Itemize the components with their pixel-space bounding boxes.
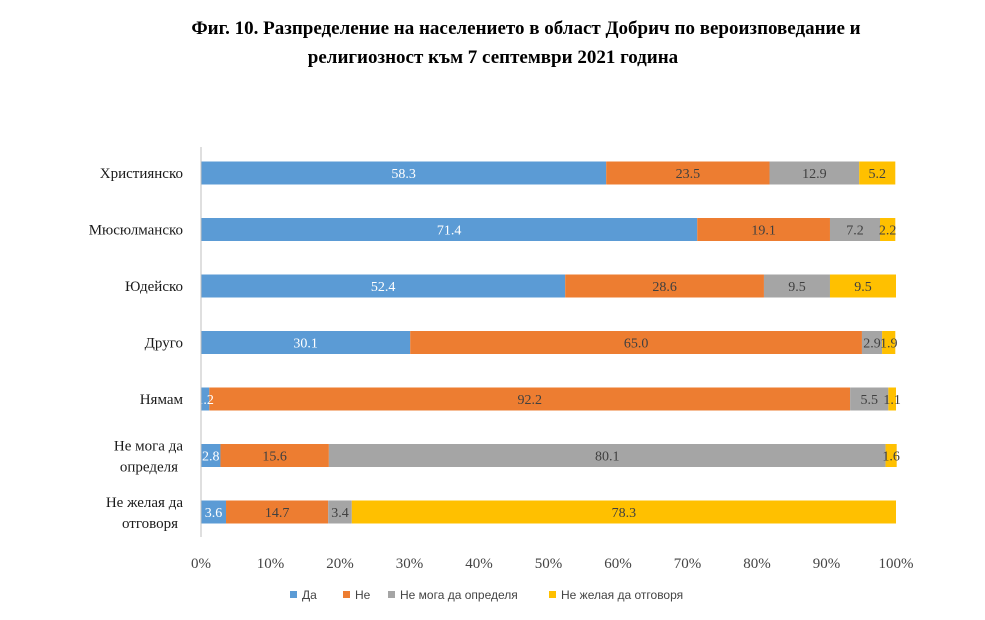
bar-segment bbox=[885, 444, 897, 467]
y-axis: Християнско Мюсюлманско Юдейско Друго Нямам Н… bbox=[89, 147, 202, 537]
bar-segment bbox=[201, 218, 698, 241]
bar-segment bbox=[328, 444, 886, 467]
data-label: 9.5 bbox=[788, 280, 806, 295]
data-label: 28.6 bbox=[652, 280, 677, 295]
x-tick-label: 90% bbox=[813, 556, 841, 572]
category-label: определя bbox=[120, 460, 178, 476]
bar-segment bbox=[859, 161, 896, 185]
chart-title: Фиг. 10. Разпределение на населението в … bbox=[191, 18, 860, 68]
data-label: 78.3 bbox=[612, 506, 637, 521]
data-label: 92.2 bbox=[517, 393, 542, 408]
legend-label: Да bbox=[302, 588, 317, 602]
legend: Да Не Не мога да определя Не желая да отгов… bbox=[290, 588, 683, 602]
x-tick-label: 60% bbox=[604, 556, 632, 572]
category-label: Християнско bbox=[100, 166, 183, 182]
data-label: 65.0 bbox=[624, 337, 649, 352]
data-label: 5.5 bbox=[860, 393, 878, 408]
legend-swatch bbox=[343, 591, 350, 598]
data-label: 7.2 bbox=[846, 224, 864, 239]
data-label: 3.4 bbox=[331, 506, 349, 521]
legend-label: Не мога да определя bbox=[400, 588, 518, 602]
data-label: 23.5 bbox=[676, 167, 701, 182]
chart-title-line: религиозност към 7 септември 2021 година bbox=[308, 47, 679, 68]
bar-segment bbox=[201, 387, 210, 411]
x-tick-label: 0% bbox=[191, 556, 211, 572]
plot-area: 58.3 23.5 12.9 5.2 71.4 19.1 7.2 2.2 52.4 28.6 9.5… bbox=[196, 161, 901, 524]
data-label: 52.4 bbox=[371, 280, 396, 295]
x-tick-label: 20% bbox=[326, 556, 354, 572]
bar-segment bbox=[220, 444, 329, 467]
x-tick-label: 50% bbox=[535, 556, 563, 572]
data-label: 12.9 bbox=[802, 167, 827, 182]
x-tick-label: 70% bbox=[674, 556, 702, 572]
bar-segment bbox=[201, 500, 227, 524]
legend-label: Не bbox=[355, 588, 371, 602]
bar-segment bbox=[880, 218, 896, 241]
legend-label: Не желая да отговоря bbox=[561, 588, 683, 602]
data-label: 1.9 bbox=[880, 337, 898, 352]
bar-segment bbox=[328, 500, 352, 524]
legend-swatch bbox=[549, 591, 556, 598]
bar-segment bbox=[829, 218, 881, 241]
data-label: 2.2 bbox=[879, 224, 897, 239]
data-label: 2.8 bbox=[202, 450, 220, 465]
bar-segment bbox=[410, 331, 862, 354]
data-label: 14.7 bbox=[265, 506, 290, 521]
bar-segment bbox=[201, 444, 221, 467]
category-label: Друго bbox=[145, 336, 183, 352]
x-axis: 0% 10% 20% 30% 40% 50% 60% 70% 80% 90% 100% bbox=[191, 556, 914, 572]
bar-segment bbox=[850, 387, 889, 411]
bar-segment bbox=[763, 274, 830, 298]
data-label: 3.6 bbox=[205, 506, 223, 521]
x-tick-label: 40% bbox=[465, 556, 493, 572]
x-tick-label: 30% bbox=[396, 556, 424, 572]
legend-swatch bbox=[290, 591, 297, 598]
bar-segment bbox=[861, 331, 883, 354]
bar-segment bbox=[829, 274, 896, 298]
bar-segment bbox=[565, 274, 764, 298]
data-label: 30.1 bbox=[293, 337, 318, 352]
chart-title-line: Фиг. 10. Разпределение на населението в … bbox=[191, 18, 860, 39]
data-label: 15.6 bbox=[262, 450, 287, 465]
bar-segment bbox=[201, 274, 566, 298]
legend-swatch bbox=[388, 591, 395, 598]
x-tick-label: 100% bbox=[879, 556, 914, 572]
data-label: 2.9 bbox=[863, 337, 881, 352]
data-label: 9.5 bbox=[854, 280, 872, 295]
bar-segment bbox=[226, 500, 329, 524]
category-label: Мюсюлманско bbox=[89, 223, 183, 239]
category-label: Юдейско bbox=[125, 279, 183, 295]
data-label: 19.1 bbox=[751, 224, 776, 239]
bar-segment bbox=[209, 387, 851, 411]
category-label: Не мога да bbox=[114, 439, 183, 455]
bar-segment bbox=[769, 161, 860, 185]
bar-segment bbox=[888, 387, 896, 411]
x-tick-label: 80% bbox=[743, 556, 771, 572]
bar-segment bbox=[697, 218, 830, 241]
bar-segment bbox=[351, 500, 896, 524]
category-label: Нямам bbox=[140, 392, 184, 408]
bar-segment bbox=[201, 331, 411, 354]
data-label: 1.1 bbox=[883, 393, 901, 408]
category-label: Не желая да bbox=[106, 495, 183, 511]
data-label: 5.2 bbox=[868, 167, 886, 182]
data-label: 58.3 bbox=[391, 167, 416, 182]
data-label: 80.1 bbox=[595, 450, 620, 465]
data-label: 71.4 bbox=[437, 224, 462, 239]
x-tick-label: 10% bbox=[257, 556, 285, 572]
bar-segment bbox=[882, 331, 896, 354]
bar-segment bbox=[201, 161, 607, 185]
data-label: 1.6 bbox=[882, 450, 900, 465]
category-label: отговоря bbox=[122, 516, 178, 532]
data-label: 1.2 bbox=[196, 393, 214, 408]
bar-segment bbox=[606, 161, 770, 185]
